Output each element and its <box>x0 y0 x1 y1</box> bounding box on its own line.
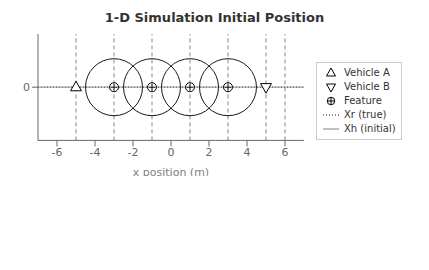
svg-text:0: 0 <box>167 146 174 159</box>
svg-text:-6: -6 <box>52 146 63 159</box>
svg-text:-4: -4 <box>90 146 101 159</box>
html-text:Xh (initial): Xh (initial) <box>344 123 396 135</box>
svg-text:6: 6 <box>281 146 288 159</box>
svg-text:0: 0 <box>23 81 30 94</box>
svg-text:4: 4 <box>243 146 250 159</box>
html-text:Feature: Feature <box>344 95 382 107</box>
html-text:Vehicle A: Vehicle A <box>344 67 390 79</box>
html-text:1-D Simulation Initial Positio: 1-D Simulation Initial Position <box>104 10 325 25</box>
svg-text:2: 2 <box>205 146 212 159</box>
svg-text:-2: -2 <box>128 146 139 159</box>
svg-text:x position (m): x position (m) <box>133 166 209 176</box>
html-text:Vehicle B: Vehicle B <box>344 81 390 93</box>
html-text:Xr (true): Xr (true) <box>344 109 387 121</box>
